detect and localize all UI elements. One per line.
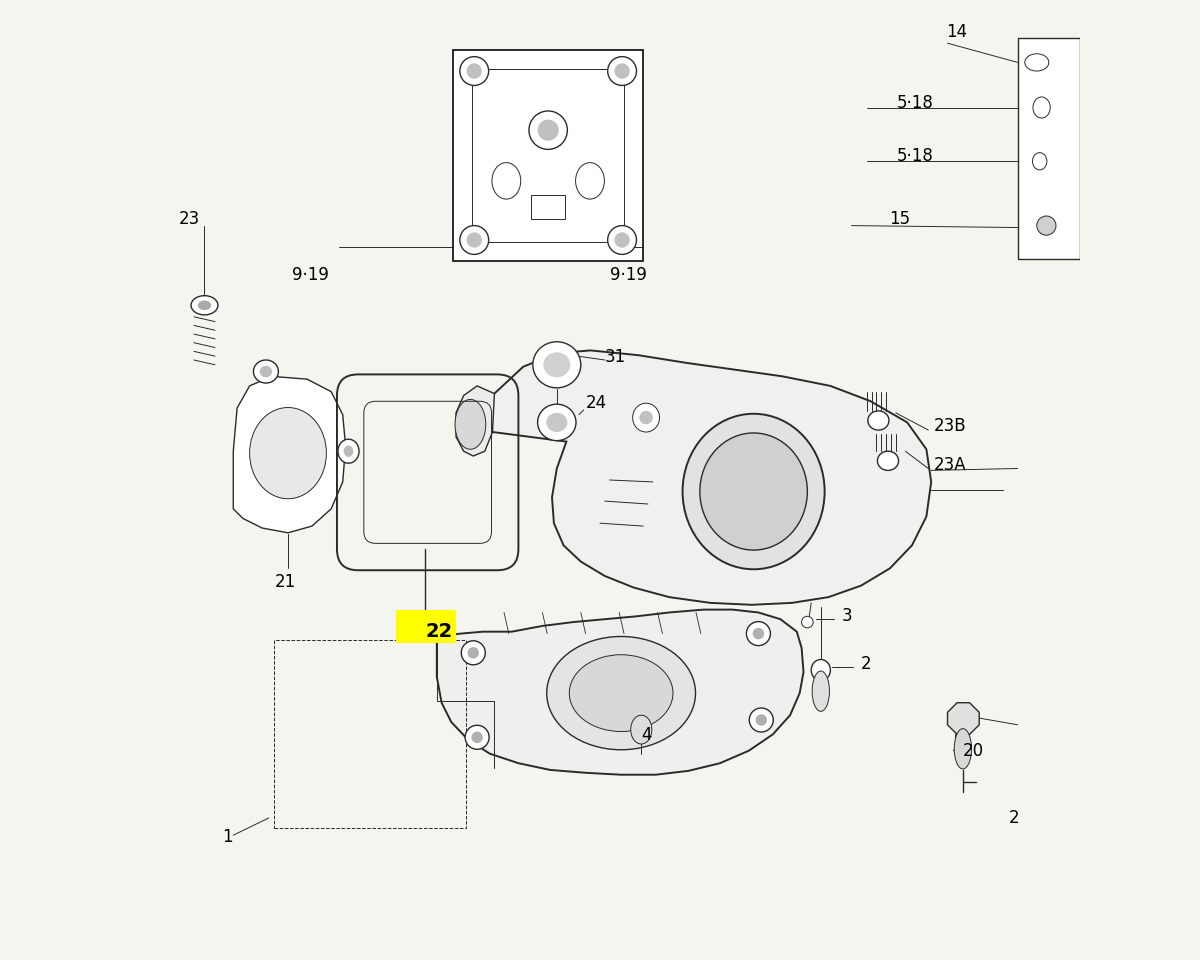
Text: 20: 20	[962, 742, 984, 759]
Polygon shape	[480, 350, 931, 605]
Bar	[274, 640, 466, 828]
Text: 1: 1	[222, 828, 233, 846]
Ellipse shape	[191, 296, 218, 315]
Ellipse shape	[607, 226, 636, 254]
Text: 22: 22	[425, 622, 452, 641]
Text: 5·18: 5·18	[896, 147, 934, 164]
Polygon shape	[437, 610, 804, 775]
Text: 2: 2	[862, 656, 871, 673]
Ellipse shape	[877, 451, 899, 470]
Text: 15: 15	[889, 210, 910, 228]
Ellipse shape	[631, 715, 652, 744]
Ellipse shape	[547, 636, 696, 750]
Ellipse shape	[468, 647, 479, 659]
Text: 4: 4	[641, 727, 652, 744]
Ellipse shape	[632, 403, 660, 432]
Polygon shape	[456, 386, 494, 456]
Ellipse shape	[467, 232, 482, 248]
Ellipse shape	[460, 57, 488, 85]
Ellipse shape	[954, 729, 972, 769]
Text: 3: 3	[842, 608, 852, 625]
Ellipse shape	[455, 399, 486, 449]
Ellipse shape	[472, 732, 482, 743]
Ellipse shape	[546, 413, 568, 432]
Ellipse shape	[756, 714, 767, 726]
Bar	[530, 195, 565, 219]
Ellipse shape	[343, 445, 353, 457]
Ellipse shape	[253, 360, 278, 383]
Text: 14: 14	[947, 23, 967, 40]
Ellipse shape	[614, 232, 630, 248]
Ellipse shape	[544, 352, 570, 377]
Ellipse shape	[538, 120, 559, 141]
Bar	[473, 69, 624, 242]
Ellipse shape	[259, 366, 272, 377]
Bar	[454, 50, 643, 261]
Ellipse shape	[492, 162, 521, 199]
Text: 31: 31	[605, 348, 626, 366]
Ellipse shape	[749, 708, 773, 732]
Ellipse shape	[683, 414, 824, 569]
Ellipse shape	[250, 407, 326, 499]
Ellipse shape	[460, 226, 488, 254]
Text: 9·19: 9·19	[611, 266, 647, 283]
Ellipse shape	[1037, 216, 1056, 235]
Ellipse shape	[752, 628, 764, 639]
Ellipse shape	[1025, 54, 1049, 71]
Ellipse shape	[576, 162, 605, 199]
Polygon shape	[233, 376, 346, 533]
Text: 23B: 23B	[934, 418, 967, 435]
Ellipse shape	[461, 641, 485, 664]
Ellipse shape	[533, 342, 581, 388]
Ellipse shape	[198, 300, 211, 310]
Ellipse shape	[538, 404, 576, 441]
Ellipse shape	[466, 726, 490, 749]
Text: 2: 2	[1009, 809, 1020, 827]
Ellipse shape	[1033, 97, 1050, 118]
Ellipse shape	[338, 440, 359, 464]
Text: 9·19: 9·19	[292, 266, 329, 283]
Text: 23: 23	[179, 210, 199, 228]
Text: 21: 21	[275, 573, 295, 590]
Ellipse shape	[467, 63, 482, 79]
Bar	[396, 610, 456, 643]
Ellipse shape	[868, 411, 889, 430]
Ellipse shape	[802, 616, 814, 628]
Bar	[1018, 38, 1080, 259]
Ellipse shape	[607, 57, 636, 85]
Ellipse shape	[746, 622, 770, 645]
Ellipse shape	[614, 63, 630, 79]
Ellipse shape	[640, 411, 653, 424]
Polygon shape	[948, 703, 979, 734]
Ellipse shape	[569, 655, 673, 732]
Text: 24: 24	[586, 395, 607, 412]
Ellipse shape	[700, 433, 808, 550]
Ellipse shape	[812, 671, 829, 711]
Ellipse shape	[1032, 153, 1046, 170]
Ellipse shape	[811, 660, 830, 681]
Text: 23A: 23A	[934, 456, 967, 473]
Text: 5·18: 5·18	[896, 94, 934, 111]
Ellipse shape	[529, 111, 568, 150]
